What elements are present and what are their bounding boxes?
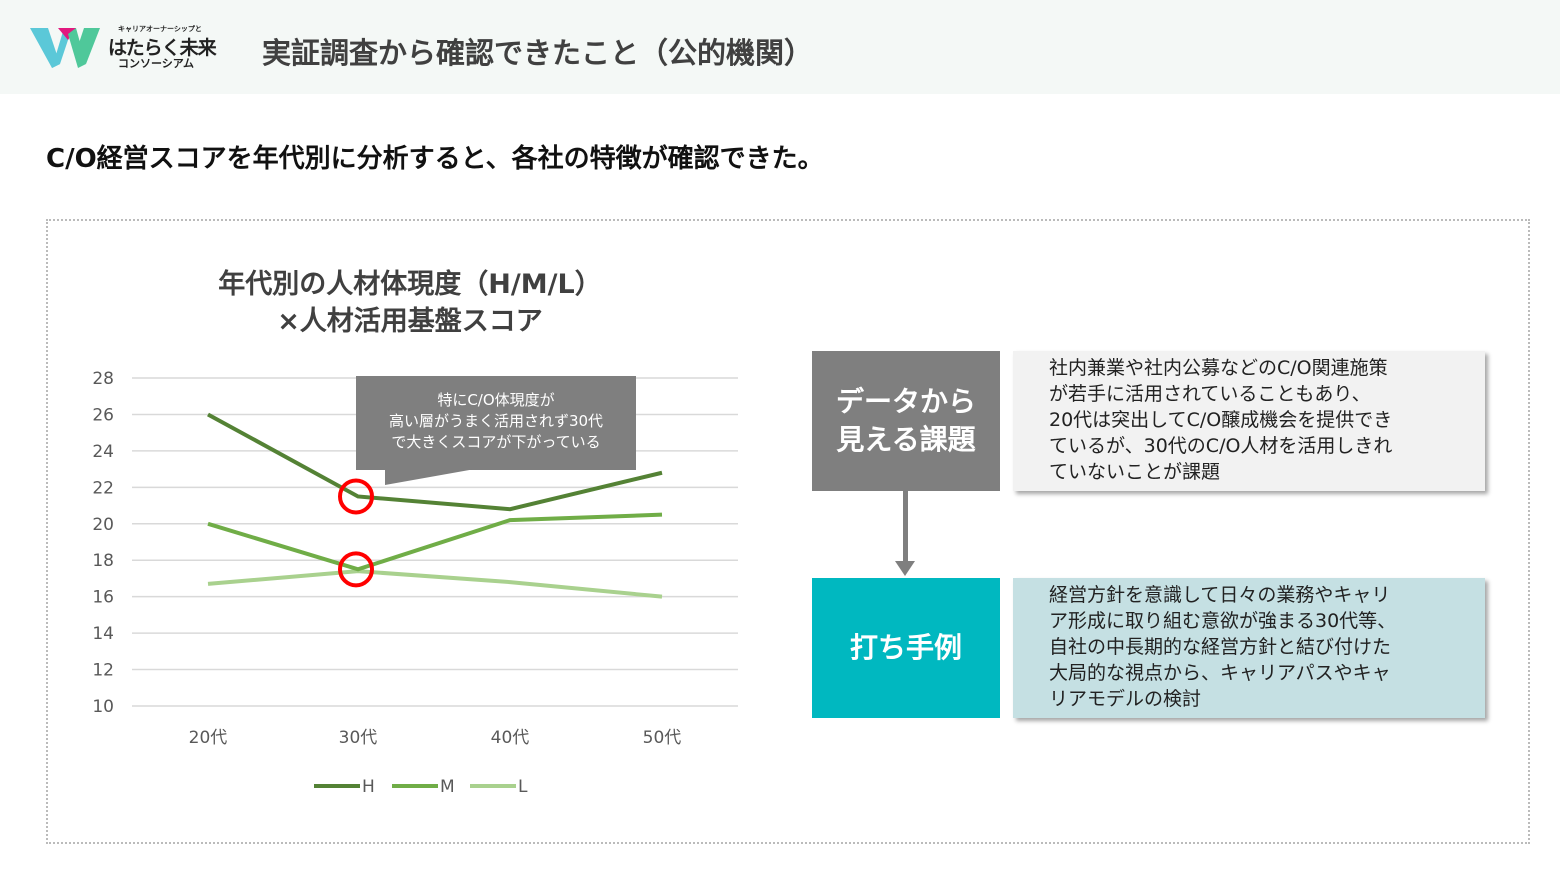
chart-title: 年代別の人材体現度（H/M/L） ×人材活用基盤スコア bbox=[150, 266, 670, 340]
action-text-line: ア形成に取り組む意欲が強まる30代等、 bbox=[1049, 610, 1397, 632]
highlight-circle bbox=[338, 478, 374, 515]
logo-name: はたらく未来 bbox=[108, 37, 217, 59]
chart-title-line2: ×人材活用基盤スコア bbox=[277, 306, 543, 337]
legend-label: L bbox=[518, 777, 528, 797]
x-tick-label: 50代 bbox=[643, 728, 682, 748]
issue-text-line: が若手に活用されていることもあり、 bbox=[1049, 383, 1371, 405]
issue-text-line: 20代は突出してC/O醸成機会を提供でき bbox=[1049, 409, 1393, 431]
x-tick-label: 40代 bbox=[491, 728, 530, 748]
y-tick-label: 12 bbox=[92, 661, 114, 681]
y-tick-label: 18 bbox=[92, 551, 114, 571]
y-tick-label: 16 bbox=[92, 588, 114, 608]
series-line-H bbox=[207, 412, 663, 512]
legend-label: M bbox=[440, 777, 455, 797]
page-title: 実証調査から確認できたこと（公的機関） bbox=[262, 36, 814, 70]
legend-label: H bbox=[362, 777, 375, 797]
annotation-line: 特にC/O体現度が bbox=[437, 391, 555, 409]
annotation-line: で大きくスコアが下がっている bbox=[391, 433, 601, 451]
action-label: 打ち手例 bbox=[812, 578, 1000, 718]
annotation-line: 高い層がうまく活用されず30代 bbox=[388, 412, 604, 430]
issue-text: 社内兼業や社内公募などのC/O関連施策 が若手に活用されていることもあり、 20… bbox=[1013, 351, 1485, 491]
highlight-circle bbox=[338, 551, 374, 588]
chart-annotation: 特にC/O体現度が 高い層がうまく活用されず30代 で大きくスコアが下がっている bbox=[356, 376, 636, 470]
logo-w-icon bbox=[30, 28, 100, 68]
content-frame bbox=[46, 219, 1530, 844]
y-tick-label: 26 bbox=[92, 405, 114, 425]
action-text-line: 自社の中長期的な経営方針と結び付けた bbox=[1049, 636, 1392, 658]
issue-text-line: 社内兼業や社内公募などのC/O関連施策 bbox=[1049, 357, 1388, 379]
y-tick-label: 14 bbox=[92, 624, 114, 644]
issue-label-line: 見える課題 bbox=[836, 423, 976, 456]
y-tick-label: 10 bbox=[92, 697, 114, 717]
callout-tail bbox=[385, 469, 475, 485]
logo: キャリアオーナーシップと はたらく未来 コンソーシアム bbox=[30, 24, 220, 74]
arrow-down-icon bbox=[903, 491, 908, 563]
y-tick-label: 22 bbox=[92, 478, 114, 498]
issue-label: データから見える課題 bbox=[812, 351, 1000, 491]
action-text-line: 経営方針を意識して日々の業務やキャリ bbox=[1049, 584, 1391, 606]
header: キャリアオーナーシップと はたらく未来 コンソーシアム 実証調査から確認できたこ… bbox=[0, 0, 1560, 94]
y-tick-label: 28 bbox=[92, 369, 114, 389]
arrow-head bbox=[895, 561, 915, 576]
issue-label-line: データから bbox=[835, 385, 976, 418]
chart-title-line1: 年代別の人材体現度（H/M/L） bbox=[218, 269, 602, 300]
action-text: 経営方針を意識して日々の業務やキャリ ア形成に取り組む意欲が強まる30代等、 自… bbox=[1013, 578, 1485, 718]
action-text-line: 大局的な視点から、キャリアパスやキャ bbox=[1049, 662, 1391, 684]
y-tick-label: 20 bbox=[92, 515, 114, 535]
x-tick-label: 20代 bbox=[189, 728, 228, 748]
issue-text-line: ていないことが課題 bbox=[1049, 461, 1221, 483]
series-line-M bbox=[207, 512, 663, 572]
series-line-L bbox=[207, 569, 663, 599]
subtitle: C/O経営スコアを年代別に分析すると、各社の特徴が確認できた。 bbox=[46, 144, 824, 174]
logo-tagline: キャリアオーナーシップと bbox=[118, 25, 202, 33]
issue-text-line: ているが、30代のC/O人材を活用しきれ bbox=[1049, 435, 1393, 457]
y-tick-label: 24 bbox=[92, 442, 114, 462]
action-text-line: リアモデルの検討 bbox=[1049, 688, 1202, 710]
x-tick-label: 30代 bbox=[339, 728, 378, 748]
logo-name2: コンソーシアム bbox=[118, 57, 195, 70]
